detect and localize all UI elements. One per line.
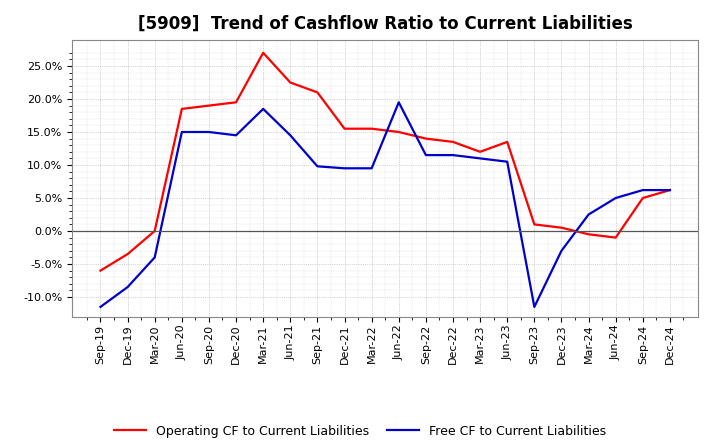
Operating CF to Current Liabilities xyxy=(611,235,620,240)
Operating CF to Current Liabilities xyxy=(150,228,159,234)
Legend: Operating CF to Current Liabilities, Free CF to Current Liabilities: Operating CF to Current Liabilities, Fre… xyxy=(109,420,611,440)
Free CF to Current Liabilities xyxy=(341,165,349,171)
Free CF to Current Liabilities xyxy=(557,248,566,253)
Operating CF to Current Liabilities xyxy=(232,99,240,105)
Operating CF to Current Liabilities xyxy=(341,126,349,131)
Operating CF to Current Liabilities xyxy=(395,129,403,135)
Free CF to Current Liabilities xyxy=(503,159,511,164)
Free CF to Current Liabilities xyxy=(449,152,457,158)
Operating CF to Current Liabilities xyxy=(96,268,105,273)
Free CF to Current Liabilities xyxy=(123,284,132,290)
Operating CF to Current Liabilities xyxy=(639,195,647,201)
Operating CF to Current Liabilities xyxy=(367,126,376,131)
Operating CF to Current Liabilities xyxy=(286,80,294,85)
Free CF to Current Liabilities xyxy=(395,99,403,105)
Operating CF to Current Liabilities xyxy=(313,90,322,95)
Free CF to Current Liabilities xyxy=(178,129,186,135)
Free CF to Current Liabilities xyxy=(639,187,647,193)
Operating CF to Current Liabilities xyxy=(123,251,132,257)
Free CF to Current Liabilities xyxy=(96,304,105,309)
Free CF to Current Liabilities xyxy=(530,304,539,309)
Free CF to Current Liabilities xyxy=(611,195,620,201)
Free CF to Current Liabilities xyxy=(476,156,485,161)
Line: Operating CF to Current Liabilities: Operating CF to Current Liabilities xyxy=(101,53,670,271)
Operating CF to Current Liabilities xyxy=(178,106,186,111)
Free CF to Current Liabilities xyxy=(286,132,294,138)
Operating CF to Current Liabilities xyxy=(557,225,566,230)
Title: [5909]  Trend of Cashflow Ratio to Current Liabilities: [5909] Trend of Cashflow Ratio to Curren… xyxy=(138,15,633,33)
Free CF to Current Liabilities xyxy=(313,164,322,169)
Operating CF to Current Liabilities xyxy=(449,139,457,144)
Free CF to Current Liabilities xyxy=(421,152,430,158)
Operating CF to Current Liabilities xyxy=(530,222,539,227)
Free CF to Current Liabilities xyxy=(204,129,213,135)
Free CF to Current Liabilities xyxy=(150,255,159,260)
Free CF to Current Liabilities xyxy=(584,212,593,217)
Line: Free CF to Current Liabilities: Free CF to Current Liabilities xyxy=(101,102,670,307)
Free CF to Current Liabilities xyxy=(259,106,268,111)
Operating CF to Current Liabilities xyxy=(503,139,511,144)
Free CF to Current Liabilities xyxy=(367,165,376,171)
Operating CF to Current Liabilities xyxy=(204,103,213,108)
Free CF to Current Liabilities xyxy=(665,187,674,193)
Operating CF to Current Liabilities xyxy=(665,187,674,193)
Operating CF to Current Liabilities xyxy=(421,136,430,141)
Operating CF to Current Liabilities xyxy=(476,149,485,154)
Operating CF to Current Liabilities xyxy=(259,50,268,55)
Operating CF to Current Liabilities xyxy=(584,231,593,237)
Free CF to Current Liabilities xyxy=(232,132,240,138)
